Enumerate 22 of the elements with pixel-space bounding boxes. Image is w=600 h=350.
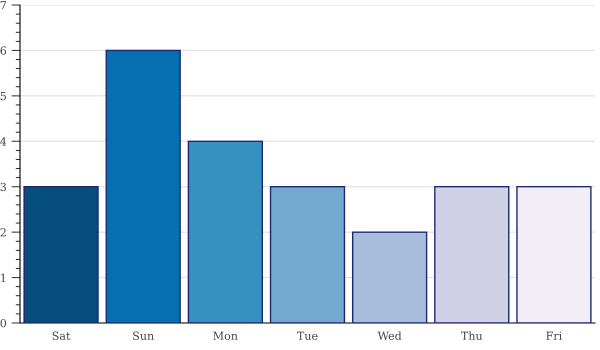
bar: [516, 186, 592, 323]
bar: [352, 231, 428, 323]
bar: [23, 186, 99, 323]
y-tick-label: 7: [0, 1, 6, 10]
x-tick-label: Fri: [546, 332, 562, 340]
y-tick-label: 4: [0, 137, 6, 146]
x-tick-label: Mon: [213, 332, 238, 340]
x-tick-label: Wed: [378, 331, 402, 340]
bar: [106, 50, 181, 323]
y-tick-label: 6: [0, 46, 6, 55]
x-tick-label: Thu: [461, 331, 482, 340]
y-tick-label: 1: [1, 274, 6, 282]
x-tick-label: Sun: [133, 332, 154, 340]
y-tick-label: 3: [0, 182, 6, 192]
bar: [270, 186, 346, 323]
y-tick-label: 0: [0, 318, 6, 328]
bar: [434, 186, 510, 323]
y-tick-label: 2: [0, 228, 6, 236]
x-tick-label: Tue: [297, 332, 318, 340]
bar: [188, 140, 264, 323]
y-tick-label: 5: [0, 92, 6, 100]
x-tick-label: Sat: [52, 332, 70, 340]
